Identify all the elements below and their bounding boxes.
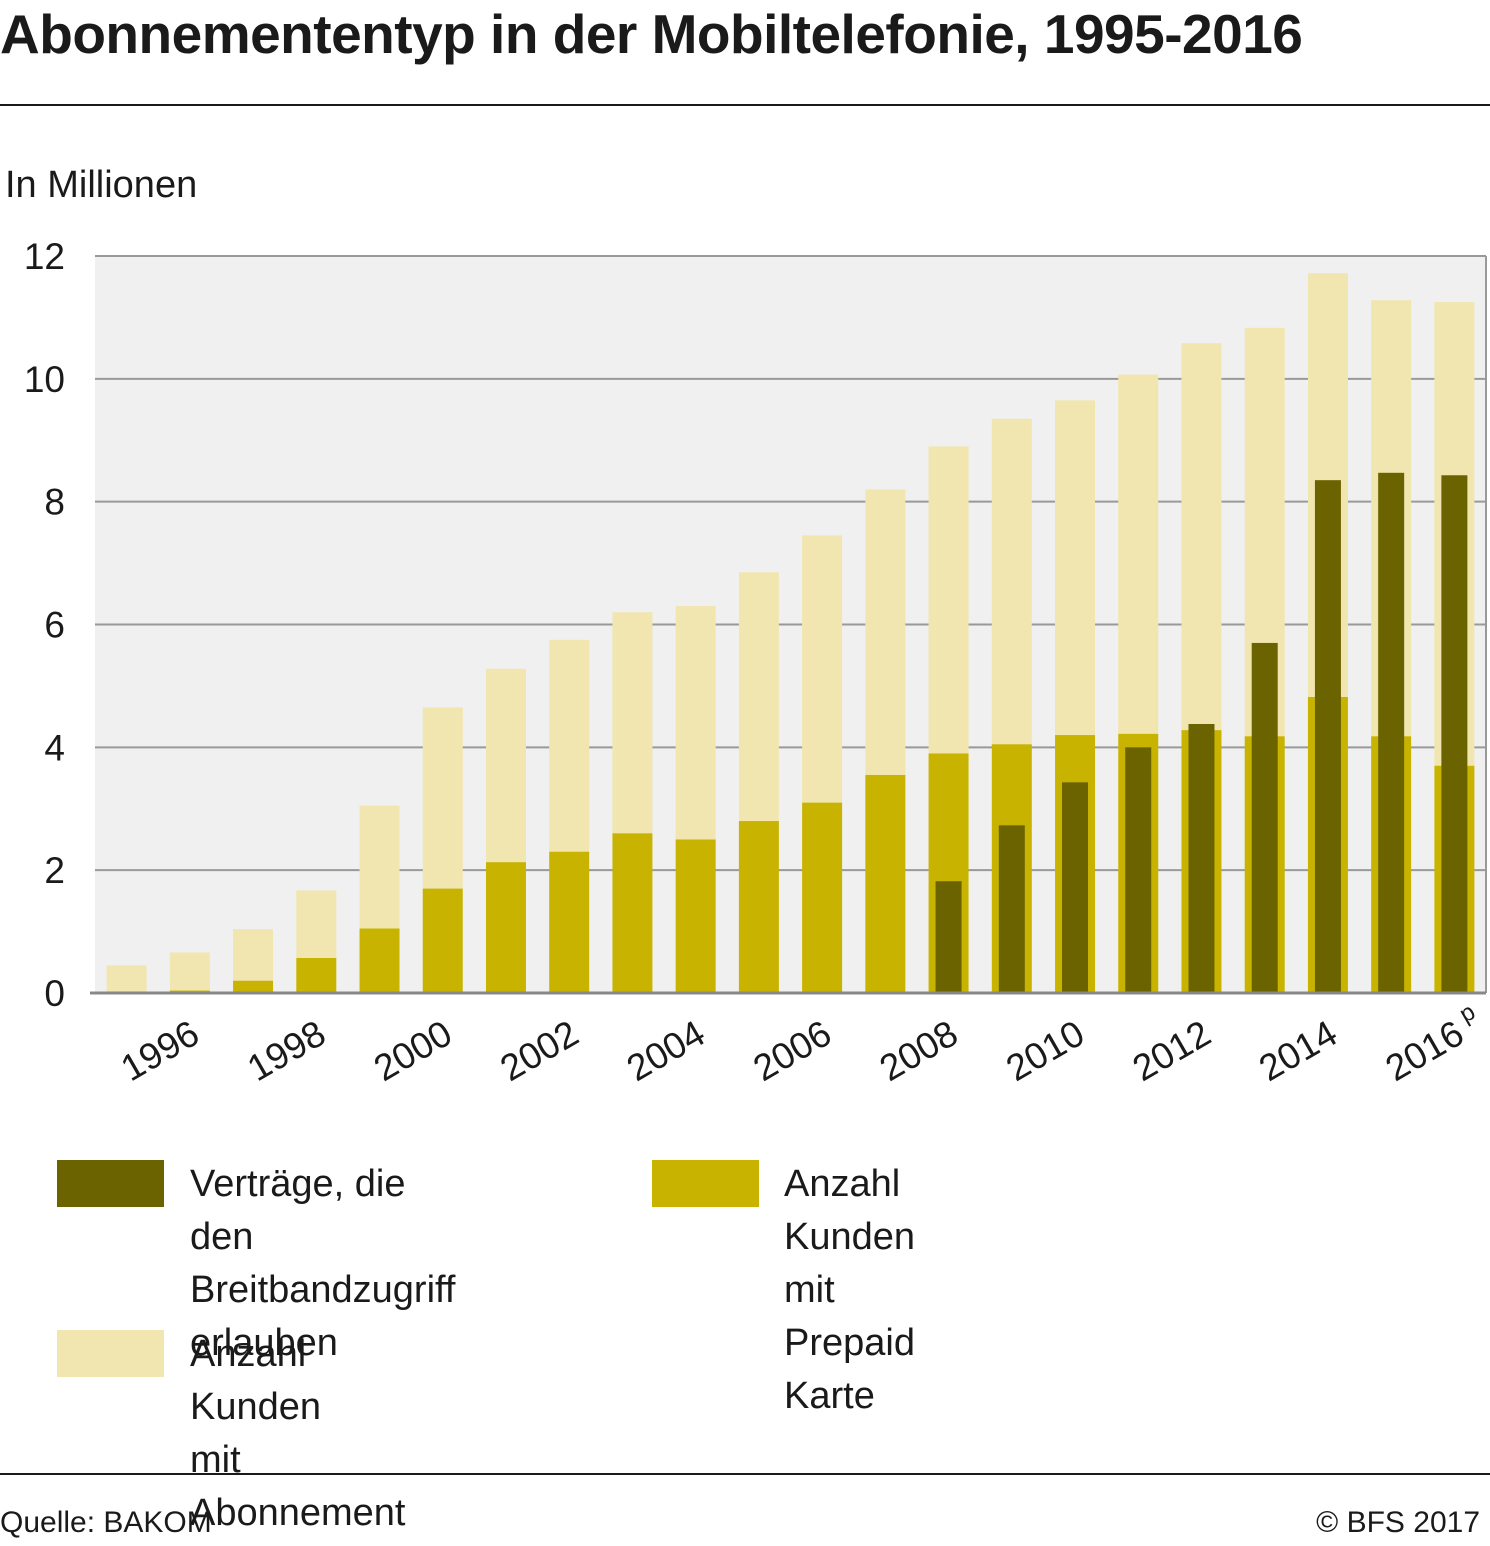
x-tick-group-2010: 2010: [999, 1012, 1091, 1089]
x-tick-label-2008: 2008: [873, 1012, 965, 1089]
x-tick-label-2000: 2000: [367, 1012, 459, 1089]
bar-breitband-2012: [1188, 723, 1215, 993]
x-tick-superscript-2016: p: [1455, 998, 1480, 1028]
bar-abonnement-1997: [233, 929, 274, 981]
bar-prepaid-2001: [485, 862, 526, 993]
bar-breitband-2010: [1062, 782, 1089, 993]
bar-breitband-2013: [1251, 642, 1278, 993]
x-tick-label-2014: 2014: [1252, 1012, 1344, 1089]
legend-label-prepaid: Anzahl Kunden mit Prepaid Karte: [784, 1163, 916, 1417]
bar-abonnement-2009: [991, 418, 1032, 745]
y-tick-label-6: 6: [44, 605, 65, 646]
x-tick-group-2002: 2002: [493, 1012, 585, 1089]
x-tick-group-1996: 1996: [114, 1012, 206, 1089]
x-tick-group-2006: 2006: [746, 1012, 838, 1089]
legend-label-abonnement: Anzahl Kunden mit Abonnement: [190, 1333, 406, 1534]
legend-label-breitband: Verträge, die den Breitbandzugriff erlau…: [190, 1163, 456, 1364]
x-tick-group-2004: 2004: [620, 1012, 712, 1089]
bar-abonnement-1999: [359, 805, 400, 929]
bar-prepaid-2003: [612, 833, 653, 993]
x-tick-group-2012: 2012: [1126, 1012, 1218, 1089]
y-tick-label-2: 2: [44, 850, 65, 891]
y-tick-label-10: 10: [24, 359, 65, 400]
top-rule: [0, 104, 1490, 106]
y-axis-unit-label: In Millionen: [5, 164, 198, 206]
x-tick-label-2002: 2002: [493, 1012, 585, 1089]
chart-title: Abonnemententyp in der Mobiltelefonie, 1…: [0, 3, 1303, 65]
copyright-note: © BFS 2017: [1316, 1506, 1480, 1539]
source-note: Quelle: BAKOM: [0, 1506, 212, 1539]
x-tick-label-2010: 2010: [999, 1012, 1091, 1089]
y-tick-label-0: 0: [44, 973, 65, 1014]
bar-abonnement-2007: [865, 489, 906, 775]
y-tick-label-4: 4: [44, 727, 65, 768]
legend-swatch-abonnement: [57, 1330, 164, 1377]
y-tick-label-8: 8: [44, 482, 65, 523]
bar-prepaid-2005: [738, 821, 779, 993]
x-tick-group-2008: 2008: [873, 1012, 965, 1089]
bar-abonnement-2004: [675, 606, 716, 840]
x-tick-label-1996: 1996: [114, 1012, 206, 1089]
x-tick-label-1998: 1998: [241, 1012, 333, 1089]
bar-abonnement-2012: [1181, 343, 1222, 731]
bar-prepaid-2006: [802, 802, 843, 993]
bar-abonnement-2008: [928, 446, 969, 754]
x-tick-label-2006: 2006: [746, 1012, 838, 1089]
bar-prepaid-1998: [296, 957, 337, 993]
bar-prepaid-2007: [865, 774, 906, 993]
bar-breitband-2009: [998, 825, 1025, 993]
x-tick-label-2016: 2016: [1379, 1012, 1471, 1089]
bar-breitband-2016: [1441, 475, 1468, 993]
bar-abonnement-1995: [106, 965, 147, 993]
chart-area: 0 2 4 6 8 10 12 1996 1998 2000 2002 2004 2006 2008 201…: [24, 236, 1487, 1089]
bar-breitband-2015: [1378, 472, 1405, 993]
legend-swatch-breitband: [57, 1160, 164, 1207]
bar-prepaid-2004: [675, 839, 716, 993]
bar-abonnement-2000: [422, 707, 463, 889]
y-tick-label-12: 12: [24, 236, 65, 277]
bar-abonnement-1998: [296, 890, 337, 958]
legend-swatch-prepaid: [652, 1160, 759, 1207]
bar-breitband-2014: [1314, 480, 1341, 993]
bottom-rule: [0, 1473, 1490, 1475]
bar-abonnement-2002: [549, 639, 590, 852]
bar-abonnement-2001: [485, 668, 526, 863]
bar-prepaid-1997: [233, 980, 274, 993]
bar-abonnement-2011: [1118, 374, 1159, 734]
x-tick-group-1998: 1998: [241, 1012, 333, 1089]
x-tick-label-2012: 2012: [1126, 1012, 1218, 1089]
bar-abonnement-2003: [612, 612, 653, 834]
bar-prepaid-1999: [359, 928, 400, 993]
bar-abonnement-2005: [738, 572, 779, 822]
bar-abonnement-1996: [169, 952, 210, 991]
bar-prepaid-2002: [549, 851, 590, 993]
bar-breitband-2008: [935, 881, 962, 993]
x-tick-label-2004: 2004: [620, 1012, 712, 1089]
bar-prepaid-2000: [422, 888, 463, 993]
x-tick-group-2000: 2000: [367, 1012, 459, 1089]
bar-abonnement-2006: [802, 535, 843, 803]
bar-breitband-2011: [1125, 747, 1152, 993]
x-tick-group-2014: 2014: [1252, 1012, 1344, 1089]
bar-abonnement-2010: [1055, 400, 1096, 736]
